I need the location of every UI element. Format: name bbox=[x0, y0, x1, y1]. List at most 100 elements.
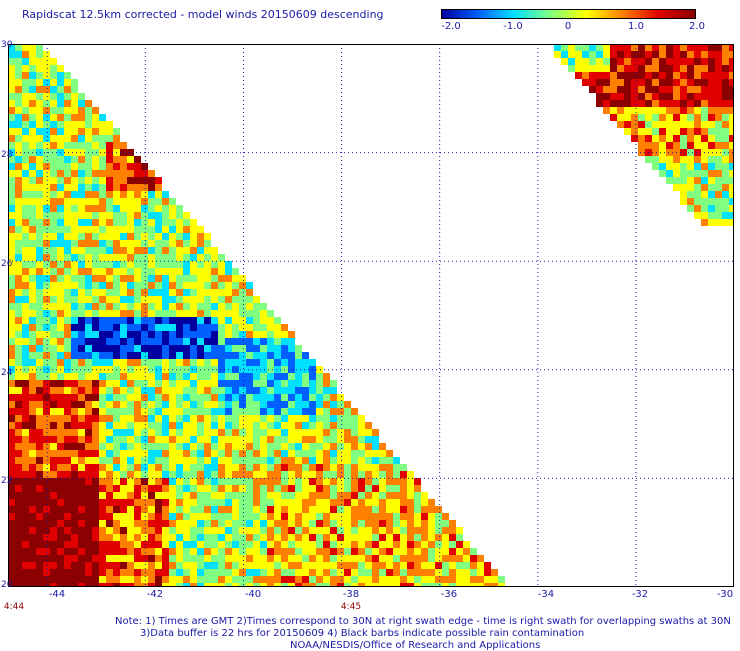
wind-cell bbox=[106, 422, 113, 429]
wind-cell bbox=[120, 492, 127, 499]
wind-cell bbox=[29, 247, 36, 254]
wind-cell bbox=[36, 569, 43, 576]
wind-cell bbox=[386, 527, 393, 534]
wind-cell bbox=[204, 359, 211, 366]
wind-cell bbox=[169, 380, 176, 387]
wind-cell bbox=[176, 527, 183, 534]
wind-cell bbox=[645, 114, 652, 121]
wind-cell bbox=[309, 485, 316, 492]
wind-cell bbox=[722, 205, 729, 212]
wind-cell bbox=[8, 212, 15, 219]
wind-cell bbox=[43, 79, 50, 86]
wind-cell bbox=[106, 492, 113, 499]
wind-cell bbox=[211, 499, 218, 506]
wind-cell bbox=[78, 506, 85, 513]
wind-cell bbox=[407, 513, 414, 520]
wind-cell bbox=[64, 184, 71, 191]
wind-cell bbox=[386, 548, 393, 555]
wind-cell bbox=[141, 492, 148, 499]
wind-cell bbox=[106, 394, 113, 401]
wind-cell bbox=[253, 534, 260, 541]
wind-cell bbox=[267, 443, 274, 450]
wind-cell bbox=[57, 93, 64, 100]
wind-cell bbox=[106, 436, 113, 443]
wind-cell bbox=[596, 65, 603, 72]
wind-cell bbox=[351, 450, 358, 457]
wind-cell bbox=[8, 555, 15, 562]
wind-cell bbox=[64, 240, 71, 247]
wind-cell bbox=[85, 506, 92, 513]
wind-cell bbox=[99, 212, 106, 219]
wind-cell bbox=[190, 268, 197, 275]
wind-cell bbox=[85, 492, 92, 499]
wind-cell bbox=[92, 345, 99, 352]
wind-cell bbox=[400, 562, 407, 569]
wind-cell bbox=[267, 450, 274, 457]
wind-cell bbox=[22, 275, 29, 282]
wind-cell bbox=[64, 247, 71, 254]
wind-cell bbox=[372, 492, 379, 499]
wind-cell bbox=[127, 254, 134, 261]
wind-cell bbox=[421, 569, 428, 576]
wind-cell bbox=[169, 401, 176, 408]
wind-cell bbox=[148, 548, 155, 555]
wind-cell bbox=[190, 317, 197, 324]
wind-cell bbox=[85, 226, 92, 233]
wind-cell bbox=[64, 429, 71, 436]
wind-cell bbox=[477, 583, 484, 587]
wind-cell bbox=[603, 58, 610, 65]
wind-cell bbox=[78, 457, 85, 464]
wind-cell bbox=[162, 429, 169, 436]
wind-cell bbox=[239, 513, 246, 520]
wind-cell bbox=[8, 275, 15, 282]
wind-cell bbox=[260, 387, 267, 394]
wind-cell bbox=[50, 79, 57, 86]
wind-cell bbox=[141, 219, 148, 226]
wind-cell bbox=[680, 128, 687, 135]
wind-cell bbox=[176, 520, 183, 527]
wind-cell bbox=[610, 51, 617, 58]
wind-cell bbox=[29, 478, 36, 485]
wind-cell bbox=[15, 44, 22, 51]
wind-cell bbox=[617, 100, 624, 107]
wind-cell bbox=[708, 205, 715, 212]
wind-cell bbox=[211, 415, 218, 422]
wind-cell bbox=[344, 457, 351, 464]
wind-cell bbox=[36, 415, 43, 422]
wind-cell bbox=[29, 51, 36, 58]
wind-cell bbox=[330, 457, 337, 464]
wind-cell bbox=[225, 303, 232, 310]
wind-cell bbox=[197, 289, 204, 296]
wind-cell bbox=[666, 72, 673, 79]
wind-cell bbox=[29, 492, 36, 499]
wind-cell bbox=[260, 513, 267, 520]
wind-cell bbox=[316, 583, 323, 587]
wind-cell bbox=[148, 352, 155, 359]
wind-cell bbox=[43, 240, 50, 247]
wind-cell bbox=[316, 506, 323, 513]
wind-cell bbox=[134, 359, 141, 366]
wind-cell bbox=[295, 387, 302, 394]
wind-cell bbox=[344, 471, 351, 478]
wind-cell bbox=[267, 527, 274, 534]
wind-cell bbox=[141, 506, 148, 513]
wind-cell bbox=[218, 534, 225, 541]
wind-cell bbox=[589, 44, 596, 51]
wind-cell bbox=[176, 380, 183, 387]
wind-cell bbox=[15, 450, 22, 457]
wind-cell bbox=[204, 254, 211, 261]
wind-cell bbox=[22, 310, 29, 317]
wind-cell bbox=[232, 527, 239, 534]
wind-cell bbox=[197, 324, 204, 331]
wind-cell bbox=[218, 492, 225, 499]
wind-cell bbox=[253, 317, 260, 324]
wind-cell bbox=[106, 261, 113, 268]
wind-cell bbox=[708, 198, 715, 205]
wind-cell bbox=[246, 359, 253, 366]
wind-cell bbox=[162, 331, 169, 338]
wind-cell bbox=[162, 380, 169, 387]
wind-cell bbox=[134, 499, 141, 506]
wind-cell bbox=[22, 366, 29, 373]
wind-cell bbox=[127, 212, 134, 219]
wind-cell bbox=[78, 205, 85, 212]
